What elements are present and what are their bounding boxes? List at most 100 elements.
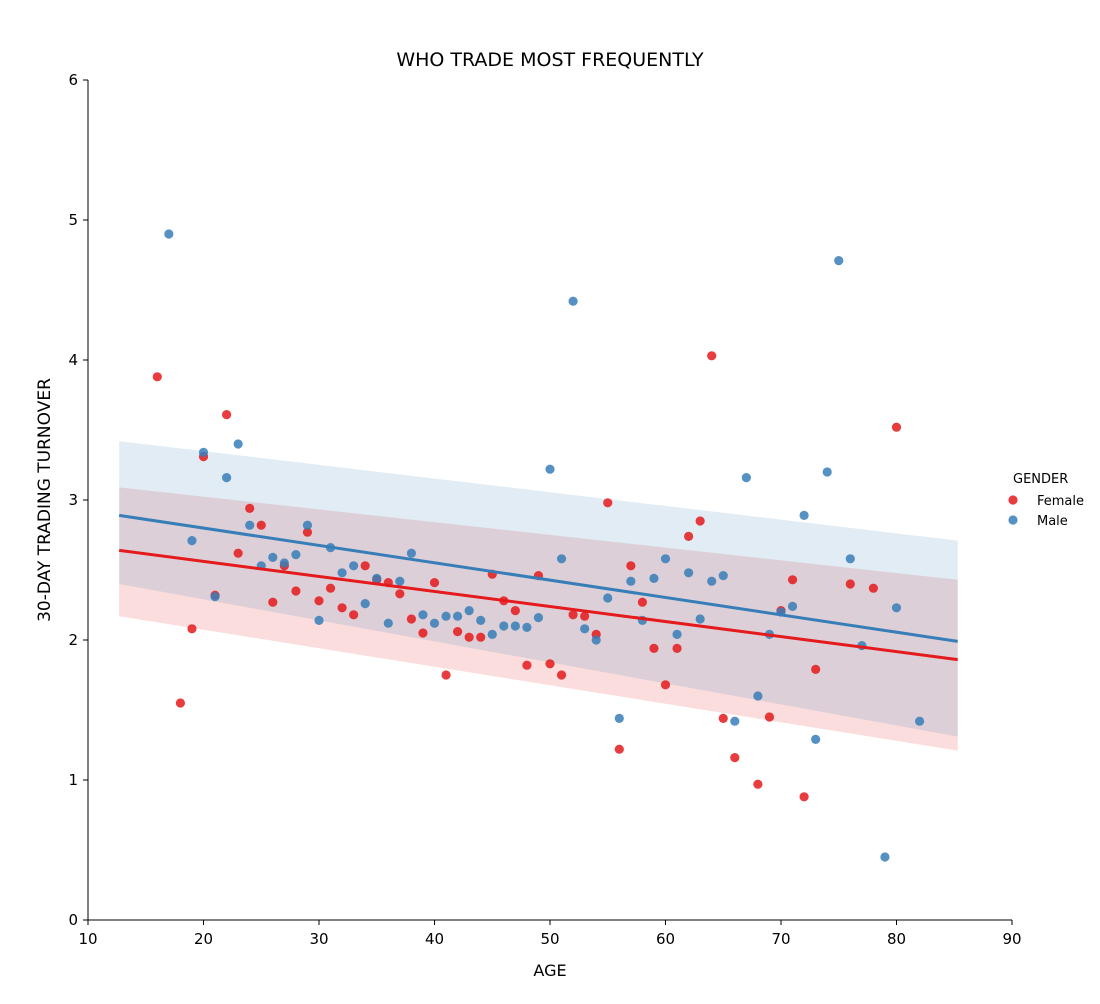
data-point-male xyxy=(268,552,278,563)
data-point-male xyxy=(591,635,601,645)
data-point-male xyxy=(834,256,844,266)
data-point-male xyxy=(626,576,636,586)
data-point-male xyxy=(522,622,532,633)
data-point-male xyxy=(499,621,509,631)
data-point-female xyxy=(222,410,232,420)
data-point-male xyxy=(210,592,220,602)
data-point-female xyxy=(891,422,902,432)
data-point-male xyxy=(291,550,301,560)
data-point-male xyxy=(164,229,174,239)
data-point-male xyxy=(556,554,567,564)
chart-title: WHO TRADE MOST FREQUENTLY xyxy=(396,49,704,71)
legend-marker-female xyxy=(1008,495,1018,505)
data-point-male xyxy=(383,618,393,628)
plot-area xyxy=(118,229,958,862)
data-point-female xyxy=(695,516,705,526)
y-tick-label: 2 xyxy=(68,631,78,649)
data-point-male xyxy=(441,611,451,621)
data-point-male xyxy=(476,615,486,626)
legend-marker-male xyxy=(1008,515,1018,525)
data-point-male xyxy=(233,439,243,449)
data-point-male xyxy=(545,464,555,474)
data-point-female xyxy=(603,498,613,508)
confidence-band-male xyxy=(119,441,958,737)
y-axis-label: 30-DAY TRADING TURNOVER xyxy=(35,378,55,622)
legend: GENDER Female Male xyxy=(1008,472,1084,529)
data-point-male xyxy=(799,510,809,520)
data-point-male xyxy=(660,554,671,564)
y-tick-label: 6 xyxy=(68,71,78,89)
data-point-female xyxy=(441,670,451,680)
data-point-male xyxy=(684,568,694,578)
data-point-female xyxy=(787,575,798,585)
data-point-female xyxy=(753,779,763,789)
data-point-female xyxy=(637,597,648,607)
y-tick-label: 5 xyxy=(68,211,78,229)
legend-title: GENDER xyxy=(1013,472,1068,487)
data-point-female xyxy=(453,627,463,637)
y-tick-label: 0 xyxy=(68,911,78,929)
x-tick-label: 20 xyxy=(194,930,213,948)
x-tick-label: 60 xyxy=(656,930,675,948)
data-point-female xyxy=(684,531,694,542)
data-point-female xyxy=(476,632,486,642)
data-point-male xyxy=(372,573,382,584)
data-point-female xyxy=(730,753,740,763)
data-point-female xyxy=(707,351,717,361)
x-tick-label: 10 xyxy=(78,930,97,948)
data-point-male xyxy=(915,716,925,726)
y-tick-label: 1 xyxy=(68,771,78,789)
axis-ticks: 10 20 30 40 50 60 70 80 90 0 1 2 3 4 5 6 xyxy=(68,71,1021,948)
data-point-male xyxy=(718,571,728,581)
data-point-male xyxy=(730,716,740,726)
data-point-female xyxy=(349,610,359,620)
data-point-female xyxy=(406,614,416,624)
data-point-male xyxy=(880,852,890,862)
data-point-male xyxy=(464,606,474,616)
data-point-male xyxy=(510,621,520,631)
data-point-male xyxy=(360,599,370,609)
data-point-female xyxy=(325,583,336,593)
data-point-male xyxy=(811,734,821,745)
data-point-male xyxy=(429,618,440,628)
data-point-male xyxy=(245,520,255,530)
data-point-male xyxy=(568,296,578,306)
data-point-female xyxy=(418,628,428,638)
y-tick-label: 3 xyxy=(68,491,78,509)
data-point-female xyxy=(568,610,578,620)
data-point-female xyxy=(464,632,474,642)
data-point-female xyxy=(314,596,324,606)
data-point-female xyxy=(302,527,313,537)
data-point-male xyxy=(395,576,405,586)
data-point-female xyxy=(360,561,370,571)
data-point-male xyxy=(891,603,902,613)
x-tick-label: 80 xyxy=(887,930,906,948)
data-point-male xyxy=(349,561,359,571)
data-point-male xyxy=(753,691,763,701)
data-point-female xyxy=(672,643,682,654)
data-point-male xyxy=(222,473,232,483)
legend-label-male: Male xyxy=(1037,514,1068,529)
data-point-male xyxy=(198,447,209,457)
data-point-female xyxy=(233,548,243,558)
data-point-male xyxy=(672,629,682,640)
data-point-male xyxy=(580,624,590,634)
data-point-male xyxy=(695,614,705,624)
data-point-female xyxy=(799,792,809,802)
data-point-female xyxy=(337,603,347,613)
data-point-male xyxy=(614,713,624,724)
data-point-male xyxy=(845,554,855,564)
x-tick-label: 50 xyxy=(540,930,559,948)
data-point-male xyxy=(453,611,463,621)
x-tick-label: 30 xyxy=(309,930,328,948)
y-tick-label: 4 xyxy=(68,351,78,369)
data-point-female xyxy=(764,712,775,722)
data-point-male xyxy=(406,548,416,558)
data-point-female xyxy=(649,643,659,654)
data-point-female xyxy=(245,503,255,513)
x-tick-label: 40 xyxy=(425,930,444,948)
regression-line-male xyxy=(118,513,958,643)
data-point-male xyxy=(707,576,717,586)
